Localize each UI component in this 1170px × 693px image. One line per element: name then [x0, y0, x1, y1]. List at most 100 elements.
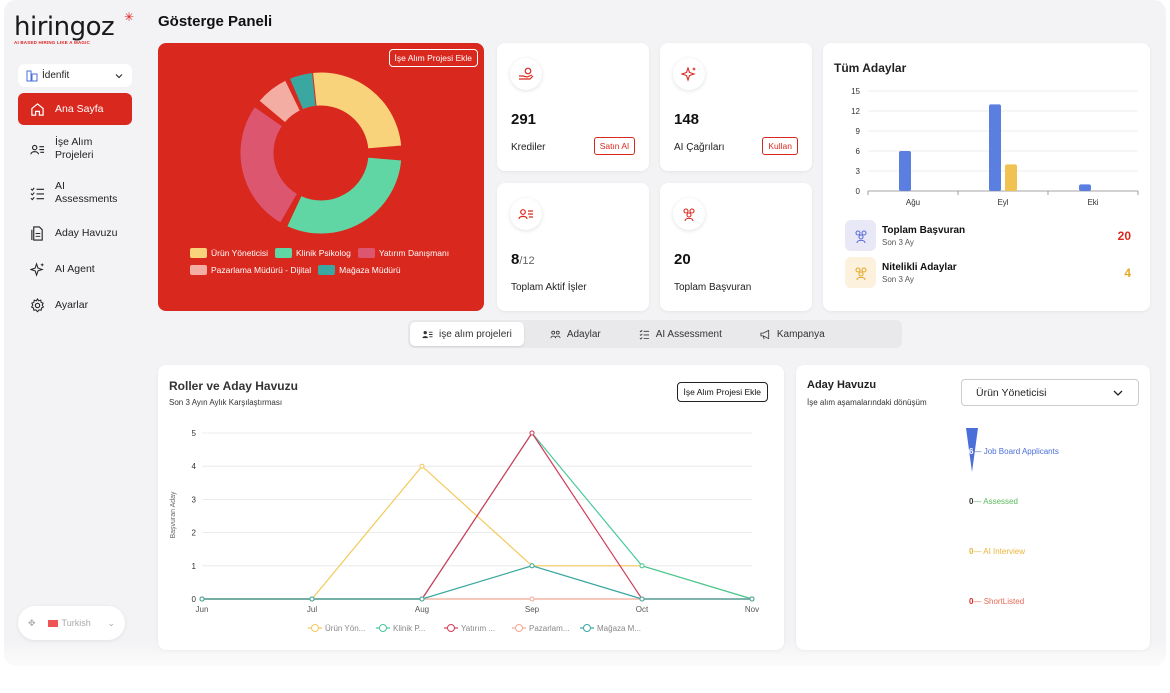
add-project-button[interactable]: İşe Alım Projesi Ekle: [676, 382, 768, 402]
y-tick-label: 3: [192, 495, 197, 504]
gear-icon: [30, 297, 45, 312]
funnel-stage: 6— Job Board Applicants: [969, 447, 1059, 456]
company-selector[interactable]: İdenfit: [18, 64, 132, 87]
y-tick-label: 6: [856, 147, 861, 156]
roles-title: Roller ve Aday Havuzu: [169, 379, 298, 393]
bar: [1005, 164, 1017, 191]
summary-sub: Son 3 Ay: [882, 237, 914, 247]
roles-card: Roller ve Aday Havuzu Son 3 Ayın Aylık K…: [158, 365, 784, 650]
tab-projects[interactable]: işe alım projeleri: [410, 322, 524, 346]
legend-item: Mağaza Müdürü: [318, 265, 401, 275]
all-candidates-bar-chart: 0 3 6 9 12 15 Ağu Eyl Eki: [851, 87, 1139, 207]
ai-calls-label: AI Çağrıları: [674, 142, 725, 153]
sidebar: hiringoz ✳ AI BASED HIRING LIKE A MAGIC …: [4, 0, 150, 666]
stage-value: 0: [969, 547, 974, 556]
tab-assessment[interactable]: AI Assessment: [627, 322, 734, 346]
sidebar-item-assessments[interactable]: AI Assessments: [18, 173, 132, 213]
active-jobs-value: 8/12: [511, 251, 535, 268]
move-icon: ✥: [28, 617, 36, 628]
summary-text: Toplam Başvuran Son 3 Ay: [882, 225, 965, 247]
home-icon: [31, 102, 44, 116]
user-list-icon: [422, 330, 433, 338]
company-name: İdenfit: [42, 70, 70, 81]
active-jobs-label: Toplam Aktif İşler: [511, 282, 587, 293]
stage-label: ShortListed: [983, 597, 1025, 606]
active-jobs-card: 8/12 Toplam Aktif İşler: [497, 183, 649, 311]
sidebar-item-label: Aday Havuzu: [55, 226, 118, 239]
data-point: [749, 596, 755, 602]
stage-value: 0: [969, 597, 974, 606]
applicants-card: 20 Toplam Başvuran: [660, 183, 812, 311]
donut-legend: Ürün Yöneticisi Klinik Psikolog Yatırım …: [190, 248, 470, 275]
candidate-pool-card: Aday Havuzu İşe alım aşamalarındaki dönü…: [796, 365, 1150, 650]
y-tick-label: 5: [192, 429, 197, 438]
stage-label: Assessed: [983, 497, 1018, 506]
x-tick-label: Ağu: [906, 198, 920, 207]
active-jobs-total: /12: [519, 255, 535, 267]
summary-total-applicants: Toplam Başvuran Son 3 Ay 20: [845, 220, 1131, 251]
sidebar-item-agent[interactable]: AI Agent: [18, 253, 132, 285]
y-tick-label: 9: [856, 127, 861, 136]
sidebar-item-pool[interactable]: Aday Havuzu: [18, 217, 132, 249]
sidebar-item-home[interactable]: Ana Sayfa: [18, 93, 132, 125]
x-tick-label: Eki: [1087, 198, 1098, 207]
user-list-icon: [510, 198, 542, 230]
donut-slice: [239, 105, 299, 224]
tab-candidates[interactable]: Adaylar: [538, 322, 613, 346]
language-selector[interactable]: ✥ Turkish ⌄: [18, 606, 125, 640]
sidebar-nav: Ana Sayfa İşe Alım Projeleri AI Assessme…: [18, 93, 132, 325]
funnel-stage: 0— ShortListed: [969, 597, 1025, 606]
funnel-shape: [966, 428, 978, 472]
y-tick-label: 12: [851, 107, 860, 116]
building-icon: [26, 70, 38, 81]
x-tick-label: Aug: [415, 605, 429, 614]
checklist-icon: [639, 329, 649, 340]
sidebar-item-settings[interactable]: Ayarlar: [18, 289, 132, 321]
pool-title: Aday Havuzu: [807, 379, 877, 391]
legend-label: Mağaza M...: [597, 624, 641, 633]
data-point: [419, 463, 425, 469]
brand-logo[interactable]: hiringoz ✳ AI BASED HIRING LIKE A MAGIC: [14, 10, 139, 50]
data-point: [529, 563, 535, 569]
data-point: [529, 596, 535, 602]
active-jobs-count: 8: [511, 251, 520, 268]
megaphone-icon: [760, 329, 769, 339]
sparkle-icon: ✳: [124, 10, 135, 24]
projects-donut-card: İşe Alım Projesi Ekle Ürün Yöneticisi Kl…: [158, 43, 484, 311]
credits-value: 291: [511, 111, 537, 128]
tab-campaign[interactable]: Kampanya: [748, 322, 837, 346]
tab-label: işe alım projeleri: [439, 328, 512, 340]
checklist-icon: [30, 187, 45, 200]
document-icon: [31, 225, 43, 241]
tab-label: AI Assessment: [655, 328, 722, 340]
ai-calls-card: 148 AI Çağrıları Kullan: [660, 43, 812, 171]
legend-swatch: [357, 248, 375, 258]
y-tick-label: 3: [856, 167, 861, 176]
sidebar-item-projects[interactable]: İşe Alım Projeleri: [18, 129, 132, 169]
x-tick-label: Jun: [196, 605, 209, 614]
sidebar-item-label: Ana Sayfa: [55, 102, 104, 115]
x-tick-label: Sep: [525, 605, 540, 614]
summary-value: 20: [1117, 228, 1131, 243]
legend-item: Yatırım Danışmanı: [357, 248, 450, 258]
bar: [1079, 184, 1091, 191]
use-button[interactable]: Kullan: [762, 137, 798, 155]
donut-slice: [288, 71, 317, 111]
add-project-button[interactable]: İşe Alım Projesi Ekle: [388, 49, 478, 67]
brand-tagline: AI BASED HIRING LIKE A MAGIC: [14, 40, 91, 45]
tab-label: Adaylar: [566, 328, 601, 340]
all-candidates-title: Tüm Adaylar: [834, 61, 907, 75]
sparkle-icon: [30, 261, 45, 277]
applicants-label: Toplam Başvuran: [674, 282, 752, 293]
y-tick-label: 2: [192, 529, 197, 538]
sparkle-icon: [673, 58, 705, 90]
buy-button[interactable]: Satın Al: [593, 137, 635, 155]
y-tick-label: 0: [192, 595, 197, 604]
y-tick-label: 1: [192, 562, 197, 571]
sidebar-item-label: AI Assessments: [55, 180, 118, 205]
role-select[interactable]: Ürün Yöneticisi: [961, 379, 1139, 406]
summary-qualified: Nitelikli Adaylar Son 3 Ay 4: [845, 257, 1131, 288]
legend-label: Ürün Yöneticisi: [211, 248, 269, 258]
stage-label: Job Board Applicants: [983, 447, 1059, 456]
legend-label: Yatırım Danışmanı: [378, 248, 450, 258]
